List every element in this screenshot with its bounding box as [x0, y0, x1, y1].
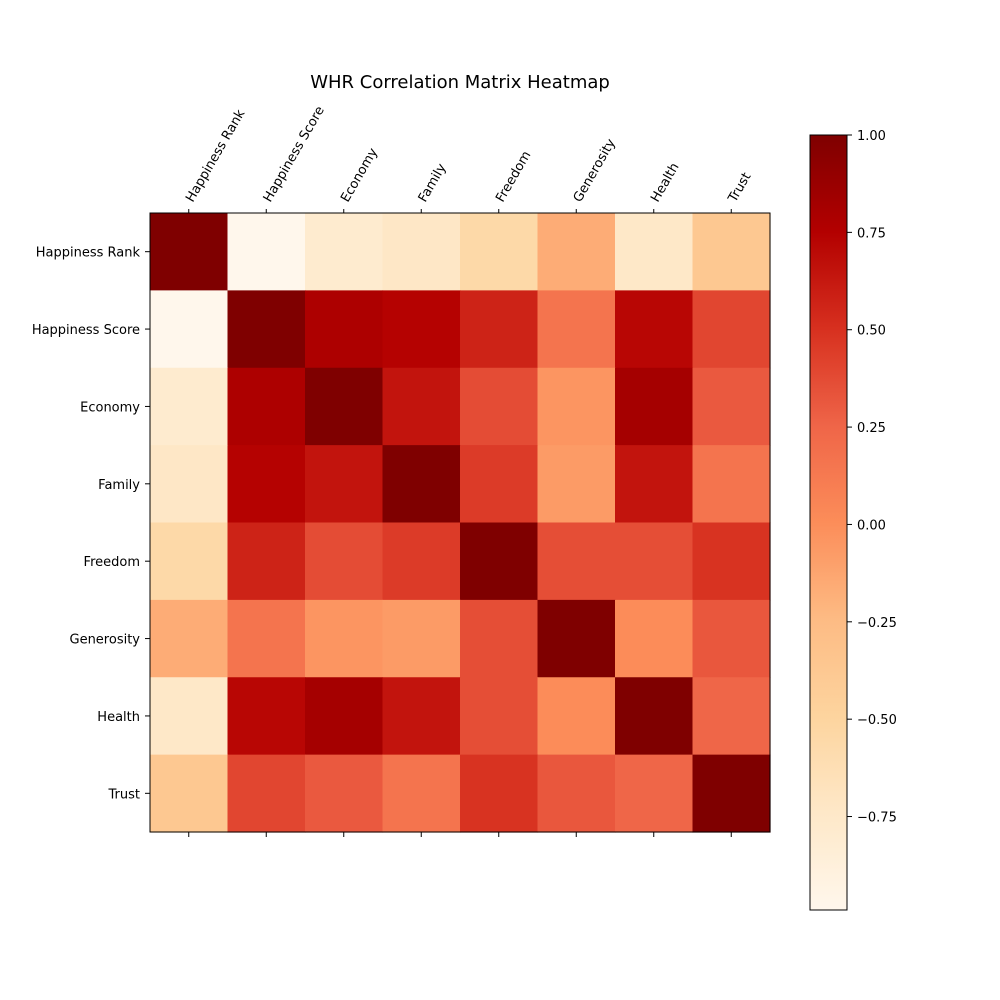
heatmap-cell [460, 367, 539, 446]
heatmap-cell [460, 599, 539, 678]
x-tick-label: Happiness Rank [183, 107, 248, 205]
x-tick-label: Economy [338, 145, 381, 205]
heatmap-cell [537, 754, 616, 833]
heatmap-cell [305, 290, 384, 369]
heatmap-cell [537, 599, 616, 678]
heatmap-cell [615, 445, 694, 524]
heatmap-cell [615, 367, 694, 446]
heatmap-cell [227, 677, 306, 756]
heatmap-cell [537, 367, 616, 446]
heatmap-cell [460, 213, 539, 291]
heatmap-cell [382, 213, 461, 291]
heatmap-cell [615, 677, 694, 756]
y-tick-label: Generosity [70, 633, 141, 648]
heatmap-cell [150, 599, 229, 678]
heatmap-cells [150, 213, 771, 833]
heatmap-cell [150, 677, 229, 756]
heatmap-cell [460, 677, 539, 756]
heatmap-cell [150, 367, 229, 446]
heatmap-cell [227, 290, 306, 369]
colorbar-tick-label: −0.50 [857, 713, 897, 728]
heatmap-cell [305, 599, 384, 678]
colorbar: 1.00 0.75 0.50 0.25 0.00 −0.25 −0.50 −0.75 [809, 129, 897, 911]
heatmap-cell [227, 367, 306, 446]
heatmap-cell [382, 445, 461, 524]
heatmap-cell [305, 367, 384, 446]
colorbar-tick-label: 1.00 [857, 129, 886, 144]
heatmap-cell [615, 599, 694, 678]
heatmap-cell [305, 445, 384, 524]
heatmap-cell [692, 522, 771, 601]
heatmap-cell [537, 522, 616, 601]
heatmap-cell [150, 213, 229, 291]
x-tick-label: Freedom [493, 149, 534, 205]
y-tick-label: Trust [108, 787, 140, 802]
heatmap-cell [305, 677, 384, 756]
heatmap-cell [692, 213, 771, 291]
colorbar-gradient [809, 134, 848, 911]
heatmap-cell [382, 677, 461, 756]
heatmap-cell [227, 754, 306, 833]
heatmap-cell [537, 445, 616, 524]
heatmap-cell [382, 599, 461, 678]
y-tick-label: Happiness Score [32, 323, 140, 338]
colorbar-tick-label: −0.25 [857, 616, 897, 631]
y-tick-label: Happiness Rank [36, 246, 141, 261]
chart-title: WHR Correlation Matrix Heatmap [310, 72, 610, 93]
heatmap-cell [537, 290, 616, 369]
heatmap-cell [615, 213, 694, 291]
heatmap-cell [305, 213, 384, 291]
heatmap-cell [537, 677, 616, 756]
heatmap-cell [227, 599, 306, 678]
row-ticks: Happiness Rank Happiness Score Economy Fami… [32, 246, 150, 802]
heatmap-cell [692, 754, 771, 833]
heatmap-cell [692, 367, 771, 446]
plot-frame [149, 212, 771, 833]
colorbar-tick-label: 0.75 [857, 226, 886, 241]
heatmap-cell [692, 677, 771, 756]
heatmap-cell [460, 290, 539, 369]
x-tick-label: Family [416, 161, 450, 205]
heatmap-cell [615, 754, 694, 833]
heatmap-cell [382, 290, 461, 369]
heatmap-cell [615, 290, 694, 369]
heatmap-cell [150, 290, 229, 369]
heatmap-cell [305, 522, 384, 601]
x-tick-label: Trust [725, 170, 754, 206]
heatmap-cell [537, 213, 616, 291]
heatmap-cell [227, 445, 306, 524]
heatmap-cell [382, 522, 461, 601]
heatmap-cell [460, 754, 539, 833]
heatmap-cell [305, 754, 384, 833]
heatmap-cell [227, 213, 306, 291]
heatmap-cell [692, 599, 771, 678]
colorbar-tick-label: −0.75 [857, 811, 897, 826]
x-tick-label: Health [648, 161, 682, 205]
heatmap-cell [150, 754, 229, 833]
heatmap-cell [227, 522, 306, 601]
y-tick-label: Health [97, 710, 140, 725]
heatmap-cell [615, 522, 694, 601]
colorbar-tick-label: 0.25 [857, 421, 886, 436]
colorbar-tick-label: 0.50 [857, 324, 886, 339]
heatmap-cell [460, 445, 539, 524]
heatmap-cell [692, 290, 771, 369]
heatmap-cell [150, 445, 229, 524]
y-tick-label: Economy [80, 400, 140, 415]
y-tick-label: Freedom [84, 555, 140, 570]
heatmap-cell [382, 367, 461, 446]
colorbar-tick-label: 0.00 [857, 518, 886, 533]
heatmap-cell [692, 445, 771, 524]
heatmap-cell [460, 522, 539, 601]
heatmap-cell [382, 754, 461, 833]
x-tick-label: Happiness Score [261, 104, 328, 205]
y-tick-label: Family [98, 478, 140, 493]
heatmap-cell [150, 522, 229, 601]
x-tick-label: Generosity [571, 136, 619, 205]
